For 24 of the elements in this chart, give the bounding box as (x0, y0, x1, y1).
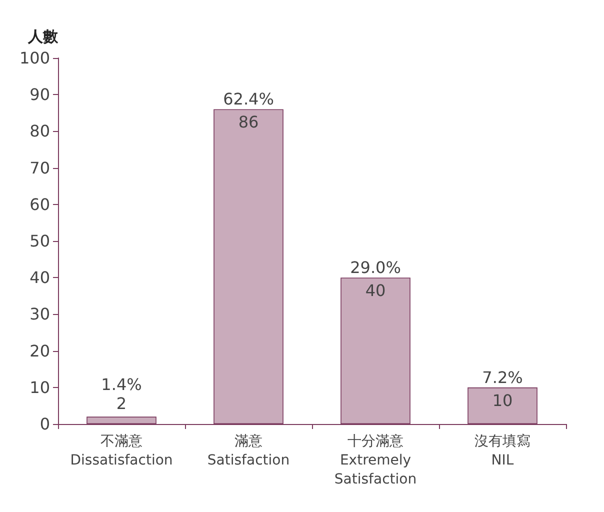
y-tick-label: 0 (40, 414, 50, 434)
y-tick-label: 100 (19, 48, 50, 68)
annotation: 62.4% (223, 90, 274, 109)
x-tick-label: 不滿意 Dissatisfaction (70, 434, 173, 468)
y-tick-label: 50 (30, 232, 50, 250)
data-label: 10 (492, 390, 513, 410)
y-tick-label: 70 (30, 158, 50, 178)
annotation: 29.0% (350, 258, 401, 278)
data-label: 2 (116, 394, 127, 414)
y-tick-label: 20 (30, 341, 50, 360)
y-tick-label: 10 (30, 378, 50, 397)
x-tick-label: 沒有填寫 NIL (474, 434, 530, 468)
y-tick-label: 90 (30, 85, 50, 104)
annotation: 7.2% (482, 368, 523, 387)
y-tick-label: 60 (30, 194, 50, 214)
y-tick-label: 30 (30, 304, 50, 324)
x-tick-label: 滿意 Satisfaction (207, 434, 290, 468)
y-axis-title: 人數 (27, 28, 59, 46)
y-tick-label: 40 (30, 268, 50, 288)
data-label: 40 (365, 281, 386, 300)
annotation: 1.4% (101, 375, 142, 394)
x-tick-label: 十分滿意 Extremely Satisfaction (334, 434, 417, 488)
y-tick-label: 80 (30, 122, 50, 141)
data-label: 86 (238, 112, 259, 132)
